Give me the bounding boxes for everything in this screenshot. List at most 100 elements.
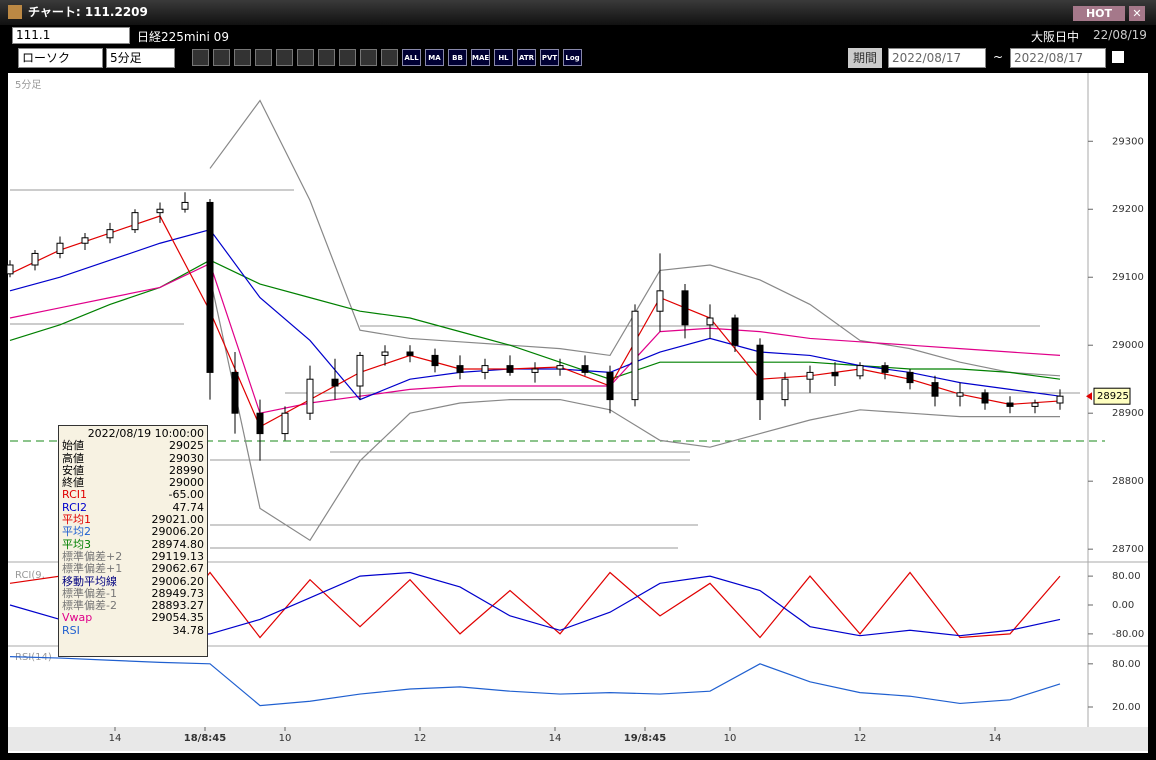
chart-style: ローソク <box>22 51 71 65</box>
tool-label: ALL <box>402 49 421 66</box>
panel-label: 5分足 <box>15 79 41 91</box>
info-value: 29021.00 <box>151 513 205 527</box>
y-tick-label: 29000 <box>1112 340 1144 351</box>
info-label: 標準偏差+2 <box>62 549 123 563</box>
style-select[interactable]: ローソク <box>18 48 103 68</box>
candle-body <box>1031 402 1039 407</box>
to: 2022/08/17 <box>1014 51 1084 65</box>
info-row: 平均3 28974.80 <box>62 537 204 551</box>
candle-body <box>481 365 489 373</box>
candle-body <box>656 290 664 312</box>
info-value: 29000 <box>169 476 204 490</box>
info-row: 標準偏差-1 28949.73 <box>62 586 205 600</box>
x-tick-label: 12 <box>414 733 427 744</box>
y-tick-label: 80.00 <box>1112 659 1141 670</box>
candle-body <box>856 365 864 377</box>
x-tick-label: 10 <box>279 733 292 744</box>
info-label: 標準偏差-2 <box>62 599 117 613</box>
info-value: 34.78 <box>172 623 205 637</box>
y-tick-label: 29100 <box>1112 272 1144 283</box>
info-row: 移動平均線 29006.20 <box>62 574 204 588</box>
tool-icon <box>360 49 377 66</box>
info-label: 終値 <box>62 476 84 490</box>
candle-body <box>306 378 314 414</box>
x-tick-label: 14 <box>989 733 1002 744</box>
candle-body <box>31 252 39 266</box>
info-row: 平均2 29006.20 <box>62 525 205 539</box>
info-label: Vwap <box>62 611 93 625</box>
close-button[interactable]: ✕ <box>1129 6 1145 21</box>
checkbox[interactable] <box>1112 51 1124 63</box>
info-datetime: 2022/08/19 10:00:00 <box>87 427 204 440</box>
code-input[interactable]: 111.1 <box>12 27 130 44</box>
from-date[interactable]: 2022/08/17 <box>888 48 986 68</box>
candle-body <box>456 365 464 373</box>
info-value: 29030 <box>169 451 204 465</box>
market: 大阪日中 <box>1031 30 1080 44</box>
candle-body <box>706 317 714 326</box>
info-value: 28949.73 <box>151 586 205 600</box>
info-value: 28893.27 <box>151 599 205 613</box>
tool-label: PVT <box>540 49 559 66</box>
candle-body <box>506 365 514 373</box>
price-arrow <box>1086 392 1092 401</box>
candle-body <box>131 212 139 231</box>
candle-body <box>156 208 164 214</box>
title-bar: チャート: 111.2209 <box>0 0 1156 25</box>
info-value: 29006.20 <box>151 525 205 539</box>
candle-body <box>831 371 839 377</box>
tool-label: BB <box>448 49 467 66</box>
info-row: 始値 29025 <box>62 439 204 453</box>
candle-body <box>431 354 439 367</box>
x-tick-label: 12 <box>854 733 867 744</box>
to-date[interactable]: 2022/08/17 <box>1010 48 1106 68</box>
info-value: -65.00 <box>168 488 204 502</box>
price-tag-bg <box>1093 387 1131 405</box>
hot-button[interactable]: HOT <box>1073 6 1125 21</box>
candle-body <box>381 351 389 356</box>
info-value: 29025 <box>169 439 204 453</box>
y-tick-label: 28900 <box>1112 408 1144 419</box>
info-label: RSI <box>62 623 80 637</box>
info-label: RCI2 <box>62 500 88 514</box>
tool-icon <box>297 49 314 66</box>
interval-select[interactable]: 5分足 <box>106 48 175 68</box>
info-label: 平均1 <box>62 513 91 527</box>
candle-body <box>781 378 789 401</box>
candle-body <box>881 365 889 373</box>
info-row: 平均1 29021.00 <box>62 513 205 527</box>
info-row: Vwap 29054.35 <box>62 611 205 625</box>
y-tick-label: 80.00 <box>1112 571 1141 582</box>
candle-body <box>1056 395 1064 404</box>
candle-body <box>981 392 989 404</box>
instrument: 日経225mini 09 <box>137 30 229 44</box>
info-label: 移動平均線 <box>62 574 117 588</box>
candle-body <box>731 317 739 346</box>
info-row: 標準偏差+2 29119.13 <box>62 549 204 563</box>
period-button[interactable]: 期間 <box>848 48 882 68</box>
date: 22/08/19 <box>1093 28 1147 42</box>
candle-body <box>906 371 914 384</box>
candle-body <box>581 365 589 373</box>
x-tick-label: 19/8:45 <box>624 733 666 744</box>
candle-body <box>56 242 64 254</box>
series-line <box>9 656 1061 707</box>
info-row: 高値 29030 <box>62 451 204 465</box>
info-row: RCI2 47.74 <box>62 500 204 514</box>
tool-icon <box>234 49 251 66</box>
tilde: ~ <box>993 50 1004 64</box>
y-tick-label: 20.00 <box>1112 702 1141 713</box>
info-label: 平均3 <box>62 537 91 551</box>
candle-body <box>931 382 939 397</box>
ref-lines <box>10 189 1080 549</box>
tool-icon <box>339 49 356 66</box>
tool-icon <box>318 49 335 66</box>
y-tick-label: 29300 <box>1112 136 1144 147</box>
candle-body <box>806 371 814 380</box>
x-tick-label: 10 <box>724 733 737 744</box>
candle-body <box>756 344 764 401</box>
tool-label: Log <box>563 49 582 66</box>
y-tick-label: 28800 <box>1112 476 1144 487</box>
info-value: 29054.35 <box>151 611 205 625</box>
axis-strip <box>8 727 1148 751</box>
